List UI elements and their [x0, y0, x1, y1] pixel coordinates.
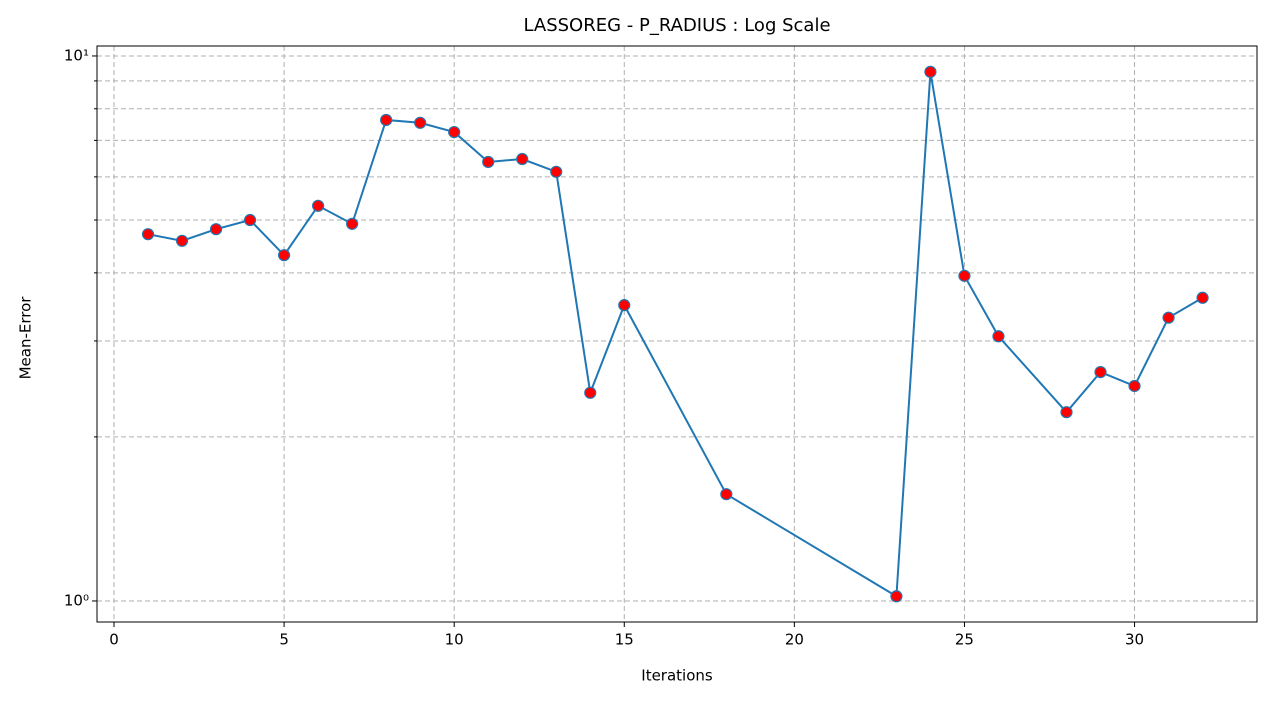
- plot-frame: [96, 45, 1258, 623]
- y-axis-label: Mean-Error: [17, 296, 35, 380]
- x-tick-label: 5: [279, 631, 289, 649]
- data-point: [141, 228, 155, 241]
- data-point: [175, 234, 189, 247]
- chart-title: LASSOREG - P_RADIUS : Log Scale: [523, 15, 830, 36]
- x-tick-label: 15: [615, 631, 634, 649]
- data-line: [147, 71, 1204, 598]
- x-tick-label: 0: [109, 631, 119, 649]
- data-point: [1060, 406, 1073, 419]
- x-axis-label: Iterations: [641, 667, 713, 685]
- data-point: [618, 299, 631, 312]
- data-point: [482, 155, 495, 169]
- data-point: [1196, 291, 1209, 304]
- data-point: [890, 590, 903, 603]
- data-point: [1094, 365, 1107, 379]
- data-point: [448, 125, 461, 139]
- data-point: [1128, 379, 1141, 393]
- data-point: [1162, 311, 1175, 324]
- data-point: [312, 199, 325, 212]
- data-point: [720, 488, 733, 501]
- data-point: [414, 116, 427, 129]
- x-tick-label: 20: [785, 631, 804, 649]
- data-point: [958, 269, 971, 282]
- data-point: [924, 65, 937, 78]
- data-point: [380, 113, 393, 127]
- x-tick-label: 10: [445, 631, 464, 649]
- x-tick-label: 25: [955, 631, 974, 649]
- data-point: [516, 152, 529, 166]
- data-point: [243, 213, 257, 227]
- y-tick-label: 10⁰: [64, 591, 89, 609]
- data-point: [209, 223, 223, 236]
- y-tick-label: 10¹: [64, 46, 89, 64]
- data-point: [277, 249, 291, 262]
- data-point: [346, 217, 359, 230]
- data-point: [584, 386, 597, 399]
- x-tick-label: 30: [1125, 631, 1144, 649]
- data-point: [992, 330, 1005, 343]
- data-point: [550, 165, 563, 178]
